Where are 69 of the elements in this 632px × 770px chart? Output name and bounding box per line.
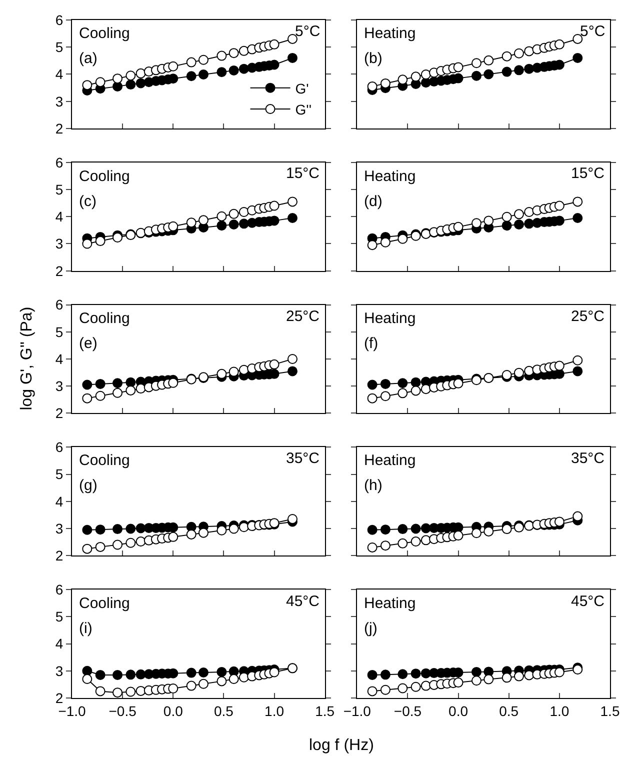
y-tick-label: 5 xyxy=(55,181,64,198)
annotation: (e) xyxy=(79,335,98,352)
y-tick-label: 6 xyxy=(55,154,64,170)
annotation: (j) xyxy=(364,620,378,637)
annotation: 45°C xyxy=(571,593,605,610)
y-tick-label: 3 xyxy=(55,520,64,536)
y-tick-label: 3 xyxy=(55,93,64,110)
y-tick-label: 2 xyxy=(55,548,64,564)
annotation: (a) xyxy=(79,50,98,67)
annotation: 15°C xyxy=(571,165,605,182)
annotation: Heating xyxy=(364,452,416,469)
annotation: 5°C xyxy=(295,23,320,40)
x-tick-label: 1.5 xyxy=(600,702,620,719)
annotation: 45°C xyxy=(286,593,320,610)
x-tick-label: 1.0 xyxy=(264,702,284,719)
annotation: (i) xyxy=(79,620,92,637)
x-tick-label: 0.5 xyxy=(499,702,519,719)
annotation: 5°C xyxy=(580,23,606,40)
y-tick-label: 3 xyxy=(55,236,64,252)
x-tick-label: 1.0 xyxy=(550,702,570,719)
annotation: (c) xyxy=(79,193,96,210)
annotation: (d) xyxy=(364,193,382,210)
annotation: 35°C xyxy=(571,450,605,467)
y-axis-title: log G', G'' (Pa) xyxy=(18,306,36,410)
annotation: Heating xyxy=(364,168,416,185)
legend-label: G' xyxy=(295,80,309,96)
y-tick-label: 4 xyxy=(55,350,64,367)
y-tick-label: 5 xyxy=(55,466,64,482)
annotation: Cooling xyxy=(79,452,130,469)
y-tick-label: 5 xyxy=(55,39,64,56)
annotation: (b) xyxy=(364,50,382,67)
y-tick-label: 3 xyxy=(55,378,64,394)
annotation: Cooling xyxy=(79,310,130,327)
annotation: Cooling xyxy=(79,168,130,185)
annotation: Heating xyxy=(364,310,416,327)
y-tick-label: 5 xyxy=(55,608,64,625)
y-tick-label: 6 xyxy=(55,296,64,313)
x-tick-label: 0.0 xyxy=(448,702,468,719)
x-tick-label: −0.5 xyxy=(108,702,137,719)
annotation: (g) xyxy=(79,477,98,494)
annotation: Heating xyxy=(364,595,416,612)
annotation: 15°C xyxy=(286,165,320,182)
y-tick-label: 2 xyxy=(55,405,64,422)
y-tick-label: 5 xyxy=(55,324,64,340)
annotation: Cooling xyxy=(79,595,130,612)
x-tick-label: 0.5 xyxy=(214,702,234,719)
y-tick-label: 2 xyxy=(55,262,64,279)
y-tick-label: 6 xyxy=(55,439,64,456)
y-tick-label: 6 xyxy=(55,12,64,28)
annotation: Heating xyxy=(364,25,416,42)
x-tick-label: 0.0 xyxy=(163,702,184,719)
x-axis-title: log f (Hz) xyxy=(309,737,374,754)
annotation: Cooling xyxy=(79,25,130,42)
y-tick-label: 3 xyxy=(55,662,64,679)
legend-label: G'' xyxy=(295,101,312,118)
annotation: 25°C xyxy=(571,308,605,325)
annotation: 35°C xyxy=(286,450,320,467)
y-tick-label: 6 xyxy=(55,581,64,598)
x-tick-label: −0.5 xyxy=(394,702,422,719)
y-tick-label: 4 xyxy=(55,208,64,225)
annotation: (h) xyxy=(364,477,382,494)
annotation: (f) xyxy=(364,335,378,352)
x-tick-label: −1.0 xyxy=(343,702,372,719)
x-tick-label: 1.5 xyxy=(315,702,335,719)
y-tick-label: 4 xyxy=(55,66,64,82)
y-tick-label: 4 xyxy=(55,636,64,652)
y-tick-label: 2 xyxy=(55,120,64,136)
annotation: 25°C xyxy=(286,308,320,325)
y-tick-label: 4 xyxy=(55,493,64,510)
